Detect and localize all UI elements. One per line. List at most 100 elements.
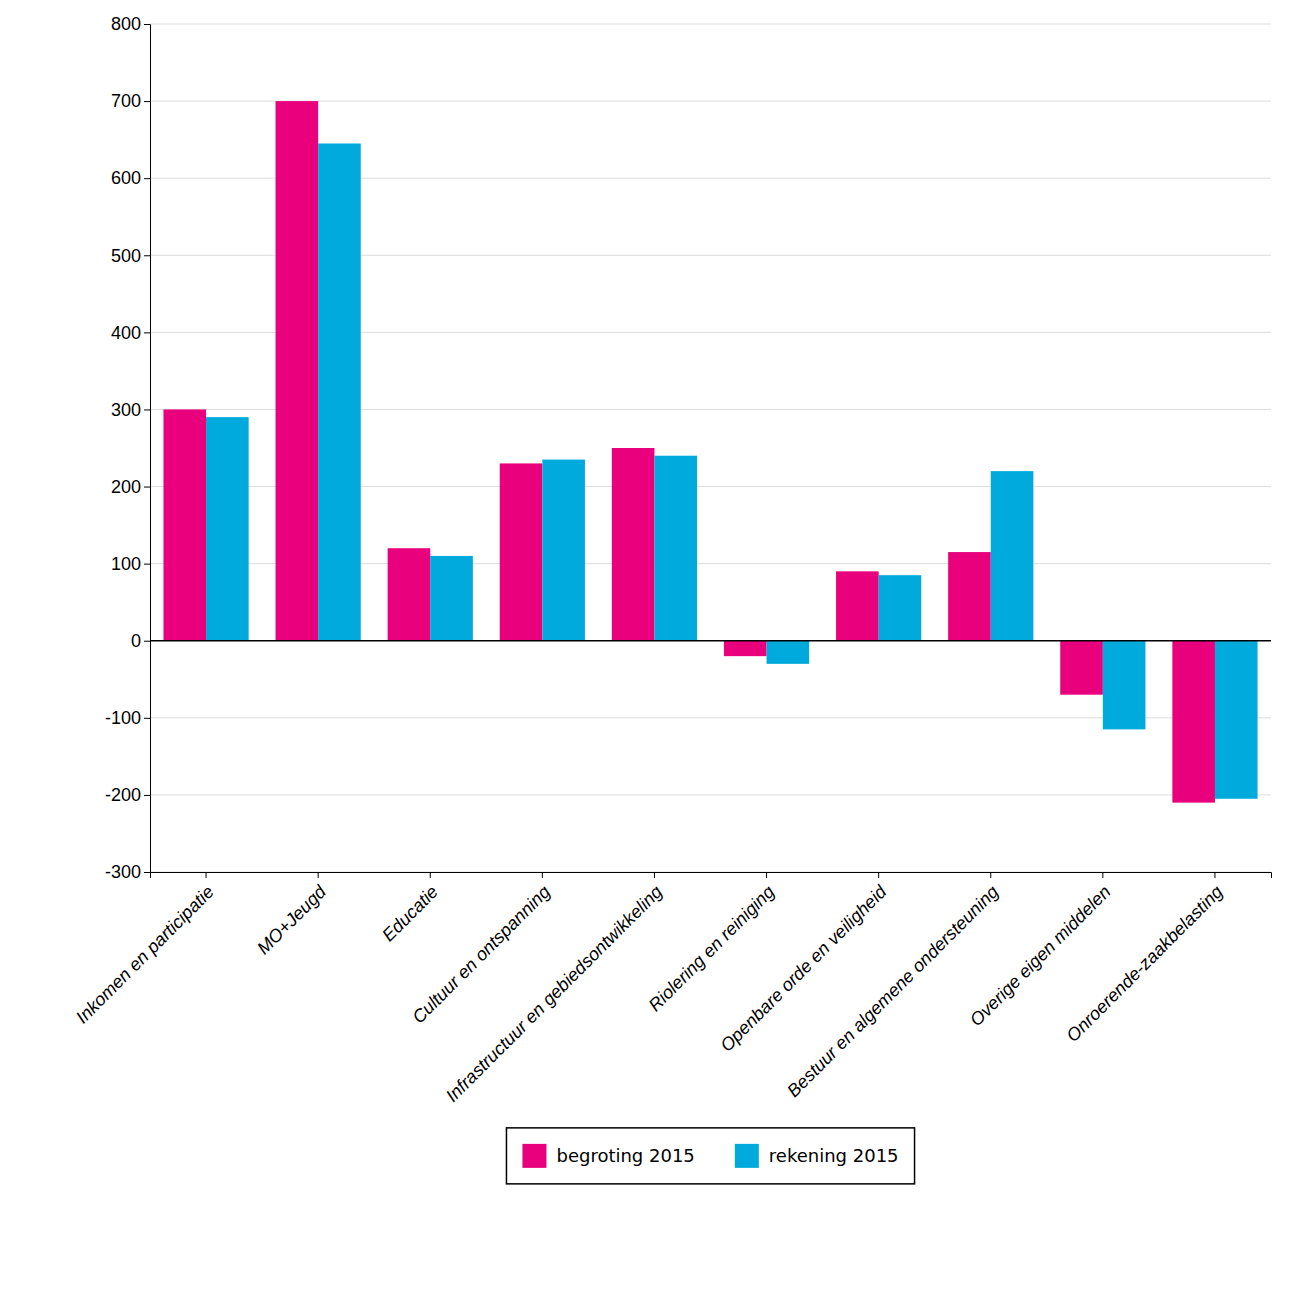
grid-line [150,794,1271,795]
bar [948,552,991,641]
y-tick-mark [144,409,150,410]
x-axis-line [151,873,1272,879]
y-tick-mark [144,255,150,256]
y-tick-mark [144,718,150,719]
x-tick-label: Riolering en reiniging [645,882,779,1016]
y-tick: -200 [105,785,150,805]
x-tick-mark [1214,872,1215,878]
legend-label: begroting 2015 [556,1145,694,1166]
y-tick-mark [144,872,150,873]
x-tick: Bestuur en algemene ondersteuning [783,872,1002,1101]
y-tick: 0 [131,631,150,651]
grid [150,24,1271,872]
y-tick: 200 [111,477,150,497]
y-axis-line [144,25,151,873]
y-axis: -300 -200 -100 0 100 200 300 400 500 600 700 800 [105,14,151,882]
y-tick-mark [144,795,150,796]
x-axis: Inkomen en participatieMO+JeugdEducatieC… [72,872,1271,1106]
x-tick: Onroerende-zaakbelasting [1063,872,1227,1046]
x-tick: Infrastructuur en gebiedsontwikkeling [442,872,666,1106]
bar [1215,641,1258,799]
bar [500,463,543,640]
legend-frame [506,1128,914,1184]
y-tick: 300 [111,400,150,420]
y-tick: 600 [111,168,150,188]
grid-line [150,640,1271,641]
bar [991,471,1034,641]
y-tick-label: 400 [111,323,141,343]
x-tick: Riolering en reiniging [645,872,779,1015]
x-tick-label: MO+Jeugd [253,881,330,958]
x-tick-label: Inkomen en participatie [72,882,218,1028]
y-tick-label: 200 [111,477,141,497]
y-tick-mark [144,564,150,565]
x-tick-mark [318,872,319,878]
x-tick-mark [654,872,655,878]
x-tick-mark [1102,872,1103,878]
bar [542,460,585,641]
y-tick-label: -100 [105,708,141,728]
bar [1172,641,1215,803]
x-tick-mark [206,872,207,878]
y-tick-mark [144,178,150,179]
x-tick-mark [990,872,991,878]
y-tick: -100 [105,708,150,728]
x-tick-label: Educatie [378,882,442,946]
y-tick: 500 [111,246,150,266]
bar [836,571,879,640]
y-tick-label: 700 [111,91,141,111]
y-tick: 800 [111,14,150,34]
bar [206,417,249,641]
y-tick-label: 600 [111,168,141,188]
x-tick-label: Onroerende-zaakbelasting [1063,882,1227,1046]
bar [430,556,473,641]
bar [388,548,431,641]
x-tick: Inkomen en participatie [72,872,218,1027]
legend: begroting 2015 rekening 2015 [506,1128,914,1184]
bar [724,641,767,656]
x-tick-label: Infrastructuur en gebiedsontwikkeling [442,882,666,1106]
y-tick-mark [144,24,150,25]
chart-svg: -300 -200 -100 0 100 200 300 400 500 600 700 800 Ink… [0,0,1301,1292]
x-tick: Educatie [378,872,442,945]
y-tick-mark [144,641,150,642]
legend-swatch [522,1144,546,1168]
bar [276,101,319,641]
legend-item: begroting 2015 [522,1144,694,1168]
bar [318,143,361,640]
x-tick: MO+Jeugd [253,872,330,958]
bar [1103,641,1146,730]
bar [654,456,697,641]
chart-container: -300 -200 -100 0 100 200 300 400 500 600 700 800 Ink… [0,0,1301,1292]
y-tick: 100 [111,554,150,574]
bar [163,409,206,640]
bar [879,575,922,641]
y-tick-label: 300 [111,400,141,420]
x-tick-mark [766,872,767,878]
y-tick-label: -300 [105,862,141,882]
x-tick-mark [542,872,543,878]
legend-item: rekening 2015 [735,1144,899,1168]
bar-series [163,101,1214,803]
plot-area: -300 -200 -100 0 100 200 300 400 500 600 700 800 Ink… [72,14,1271,1106]
y-tick-mark [144,101,150,102]
bar [767,641,810,664]
bars [163,101,1257,803]
grid-line [150,24,1271,25]
legend-label: rekening 2015 [769,1145,899,1166]
y-tick: 700 [111,91,150,111]
x-tick-label: Bestuur en algemene ondersteuning [783,882,1002,1101]
y-tick-label: 0 [131,631,141,651]
zero-line [150,640,1271,642]
bar-series [206,143,1257,798]
y-tick-mark [144,332,150,333]
y-tick-label: -200 [105,785,141,805]
y-tick: -300 [105,862,150,882]
y-tick-label: 800 [111,14,141,34]
x-tick-mark [878,872,879,878]
bar [1060,641,1103,695]
bar [612,448,655,641]
y-tick-label: 500 [111,246,141,266]
y-tick-mark [144,487,150,488]
legend-swatch [735,1144,759,1168]
